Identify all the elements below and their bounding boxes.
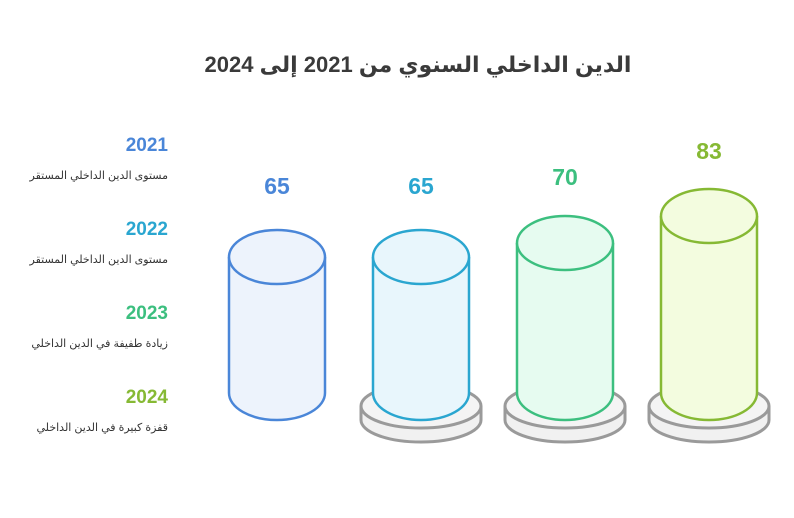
cylinder-2021 xyxy=(227,228,327,422)
legend-description: مستوى الدين الداخلي المستقر xyxy=(29,170,168,182)
value-label-2023: 70 xyxy=(552,164,578,190)
legend-item-2024: 2024 قفزة كبيرة في الدين الداخلي xyxy=(20,387,168,435)
legend-year: 2024 xyxy=(125,387,168,408)
cylinder-2023 xyxy=(503,214,627,444)
value-label-2022: 65 xyxy=(408,173,434,199)
legend-year: 2021 xyxy=(125,135,168,156)
legend-year: 2023 xyxy=(125,303,168,324)
legend-description: قفزة كبيرة في الدين الداخلي xyxy=(36,422,168,434)
legend-description: مستوى الدين الداخلي المستقر xyxy=(29,254,168,266)
cylinder-2022 xyxy=(359,228,483,444)
value-label-2024: 83 xyxy=(696,138,722,164)
legend-item-2023: 2023 زيادة طفيفة في الدين الداخلي xyxy=(20,303,168,351)
legend-year: 2022 xyxy=(125,219,168,240)
legend-item-2022: 2022 مستوى الدين الداخلي المستقر xyxy=(20,219,168,267)
cylinder-2024 xyxy=(647,187,771,444)
legend-item-2021: 2021 مستوى الدين الداخلي المستقر xyxy=(20,135,168,183)
value-label-2021: 65 xyxy=(264,173,290,199)
chart-title: الدين الداخلي السنوي من 2021 إلى 2024 xyxy=(204,52,632,77)
legend-description: زيادة طفيفة في الدين الداخلي xyxy=(31,338,168,350)
